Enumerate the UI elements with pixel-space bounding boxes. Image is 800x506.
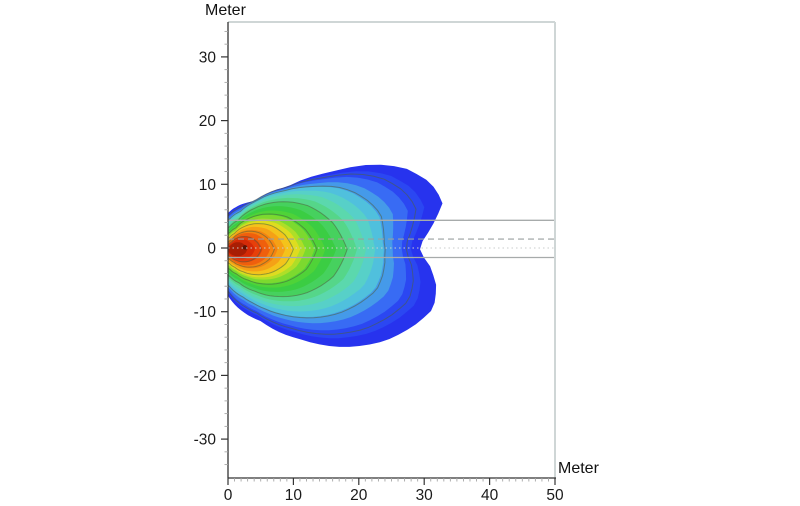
- isolux-plume: [228, 164, 443, 347]
- y-tick-label: -10: [194, 304, 217, 321]
- x-tick-label: 10: [285, 487, 303, 504]
- x-tick-label: 0: [224, 487, 233, 504]
- axis-ticks: 0 10 20 30 40 50 -30 -20 -10 0 10 20 30: [194, 30, 564, 504]
- contour-line-2: [228, 201, 348, 298]
- y-tick-label: 0: [207, 241, 216, 258]
- reference-lines: [228, 219, 555, 259]
- x-tick-label: 50: [546, 487, 564, 504]
- x-tick-label: 40: [481, 487, 499, 504]
- y-tick-label: -20: [194, 368, 217, 385]
- x-axis-unit-label: Meter: [558, 460, 599, 477]
- y-tick-label: -30: [194, 432, 217, 449]
- contour-line-0: [228, 173, 417, 335]
- contour-line-5: [228, 230, 275, 268]
- y-axis-unit-label: Meter: [205, 2, 246, 19]
- contour-line-1: [228, 185, 386, 319]
- x-tick-label: 30: [416, 487, 434, 504]
- contour-line-4: [228, 223, 294, 276]
- contour-line-6: [228, 236, 262, 263]
- x-tick-label: 20: [350, 487, 368, 504]
- y-tick-label: 20: [199, 113, 217, 130]
- y-tick-label: 10: [199, 177, 217, 194]
- peak-marker: [242, 245, 248, 250]
- plot-frame: [227, 21, 556, 479]
- contour-line-3: [228, 213, 318, 285]
- y-tick-label: 30: [199, 49, 217, 66]
- isolux-band-20: [228, 242, 248, 257]
